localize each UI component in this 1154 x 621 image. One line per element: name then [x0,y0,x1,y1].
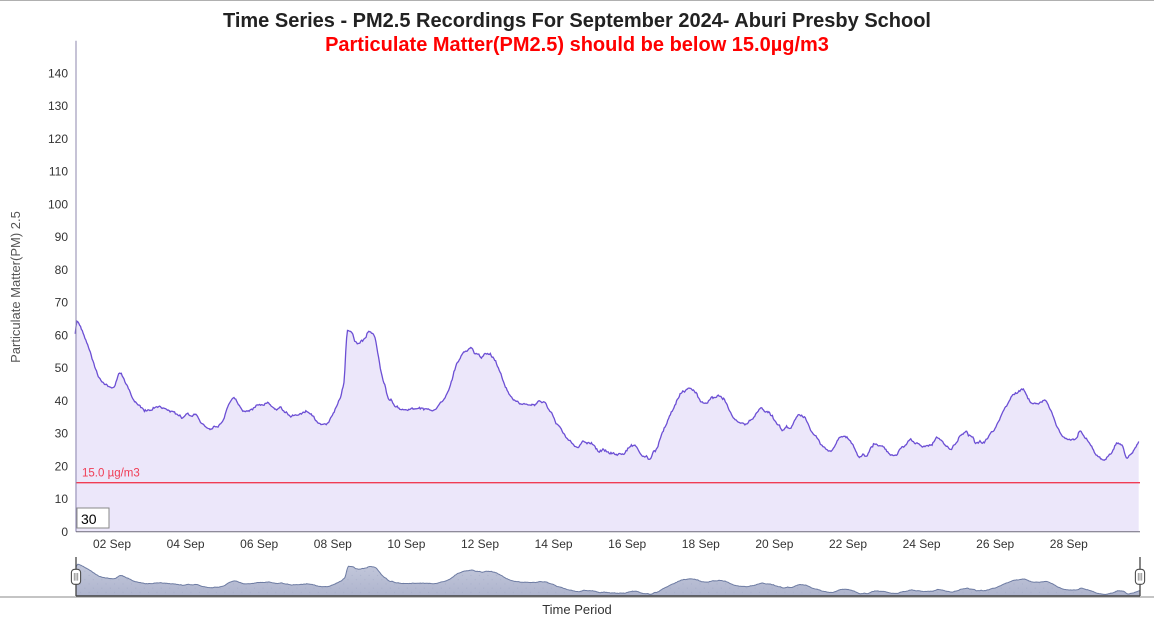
svg-text:18 Sep: 18 Sep [682,537,720,551]
svg-text:14 Sep: 14 Sep [535,537,573,551]
svg-text:10: 10 [55,492,69,506]
svg-text:140: 140 [48,66,68,80]
svg-text:16 Sep: 16 Sep [608,537,646,551]
svg-text:20 Sep: 20 Sep [755,537,793,551]
svg-text:30: 30 [81,511,97,527]
svg-text:02 Sep: 02 Sep [93,537,131,551]
svg-text:110: 110 [49,165,68,179]
svg-text:120: 120 [48,132,68,146]
svg-text:30: 30 [55,427,69,441]
svg-text:0: 0 [61,525,68,539]
svg-text:50: 50 [55,361,69,375]
svg-text:24 Sep: 24 Sep [903,537,941,551]
svg-text:10 Sep: 10 Sep [387,537,425,551]
svg-text:130: 130 [48,99,68,113]
svg-text:90: 90 [55,230,69,244]
svg-text:22 Sep: 22 Sep [829,537,867,551]
svg-text:15.0 µg/m3: 15.0 µg/m3 [82,468,140,480]
svg-text:70: 70 [55,296,69,310]
svg-text:04 Sep: 04 Sep [167,537,205,551]
svg-text:26 Sep: 26 Sep [976,537,1014,551]
svg-text:Particulate Matter(PM) 2.5: Particulate Matter(PM) 2.5 [8,211,23,363]
svg-text:Time Period: Time Period [542,602,612,617]
svg-text:28 Sep: 28 Sep [1050,537,1088,551]
svg-text:12 Sep: 12 Sep [461,537,499,551]
svg-text:40: 40 [55,394,69,408]
svg-text:80: 80 [55,263,69,277]
svg-text:06 Sep: 06 Sep [240,537,278,551]
svg-text:20: 20 [55,459,69,473]
svg-text:60: 60 [55,328,69,342]
svg-text:100: 100 [48,197,68,211]
svg-text:08 Sep: 08 Sep [314,537,352,551]
